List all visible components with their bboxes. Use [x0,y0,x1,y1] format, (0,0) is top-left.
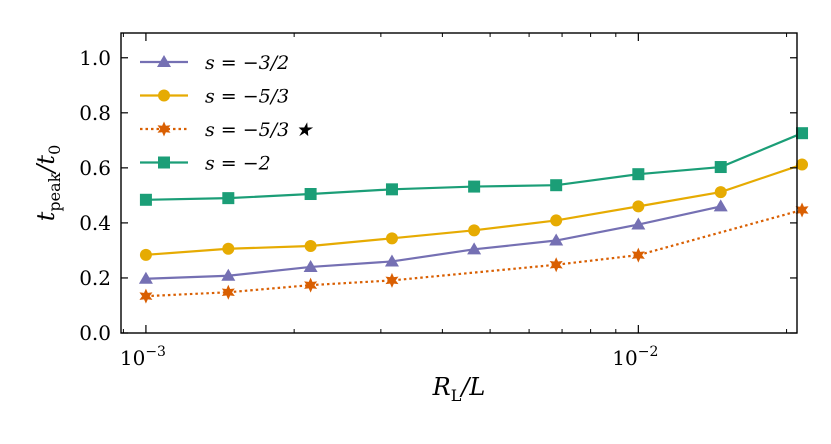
data-point [632,168,645,181]
y-tick-label: 0.8 [79,101,111,125]
data-point [385,232,398,245]
data-point [139,288,153,304]
y-tick-label: 0.4 [79,211,111,235]
y-tick-label: 1.0 [79,46,111,70]
series-layer [138,127,809,304]
data-point [468,180,481,193]
data-point [713,199,728,212]
data-point [795,202,809,218]
legend-label: s = −3/2 [205,52,289,74]
y-axis-label: tpeak/t0 [32,145,64,222]
x-tick-label: 10−3 [120,344,166,370]
legend-marker [158,89,170,102]
legend-label: s = −5/3 ★ [205,119,313,141]
data-point [139,248,152,261]
legend-marker [157,55,171,67]
legend-marker [157,121,171,137]
data-point [631,247,645,263]
legend-item: s = −5/3 [140,86,289,108]
y-tick-label: 0.0 [79,321,111,345]
data-point [303,259,318,272]
legend-label: s = −5/3 [205,86,289,108]
data-point [385,272,399,288]
data-point [222,242,235,255]
data-point [467,242,482,255]
data-point [139,193,152,206]
series-3 [139,127,809,206]
series-line [145,205,721,280]
data-point [549,257,563,273]
legend-item: s = −2 [140,153,271,175]
data-point [632,200,645,213]
data-point [221,284,235,300]
data-point [385,183,398,196]
data-point [468,224,481,237]
data-point [304,277,318,293]
data-point [714,161,727,174]
data-point [549,233,564,246]
legend-item: s = −5/3 ★ [140,119,313,141]
data-point [796,158,809,171]
data-point [550,179,563,192]
data-point [714,186,727,199]
series-2 [139,202,809,304]
data-point [796,127,809,140]
legend: s = −3/2 s = −5/3 s = −5/3 ★ s = −2 [140,52,313,175]
x-tick-label: 10−2 [612,344,658,370]
legend-item: s = −3/2 [140,52,289,74]
y-tick-label: 0.6 [79,156,111,180]
y-tick-label: 0.2 [79,266,111,290]
data-point [222,192,235,205]
tick-layer: 0.0 0.2 0.4 0.6 0.8 1.0 10−3 10−2 [79,33,797,370]
data-point [304,188,317,201]
plot-frame [120,32,798,334]
data-point [384,254,399,267]
data-point [221,268,236,281]
data-point [138,271,153,284]
legend-label: s = −2 [205,153,271,175]
data-point [631,217,646,230]
series-1 [139,158,809,261]
legend-marker [158,156,170,169]
x-axis-label: RL/L [432,373,486,405]
series-0 [138,199,728,284]
data-point [304,240,317,253]
data-point [550,214,563,227]
